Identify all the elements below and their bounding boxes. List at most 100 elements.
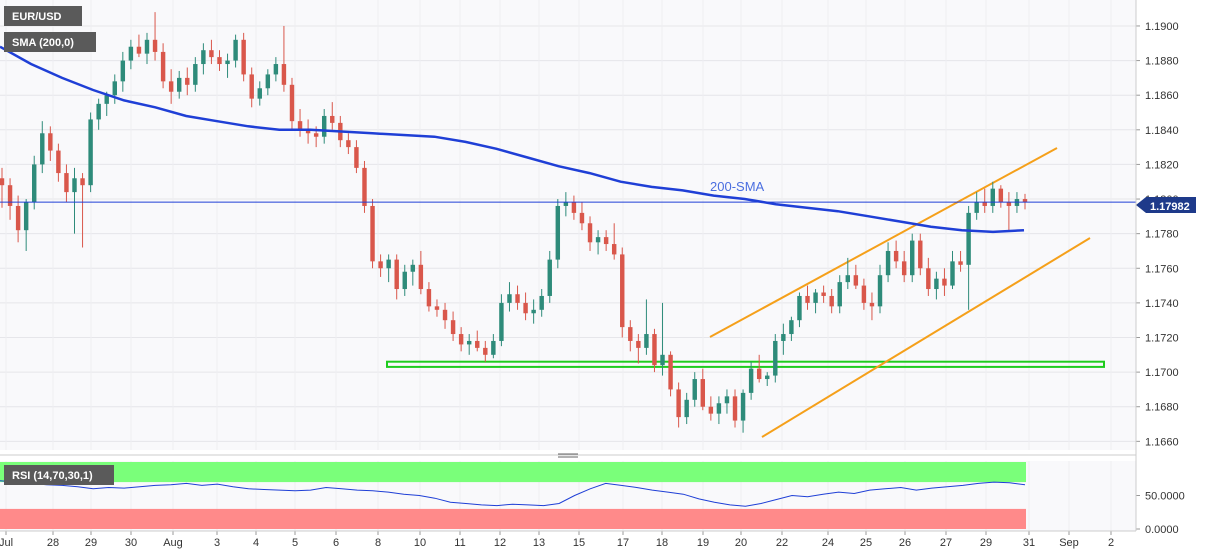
candle-body: [281, 64, 287, 85]
time-tick-label: 31: [1023, 537, 1035, 549]
candle-body: [144, 39, 150, 54]
candle-body: [531, 309, 536, 314]
candle-body: [523, 302, 528, 314]
time-tick-label: 29: [980, 537, 992, 549]
candle-body: [120, 60, 126, 82]
candle-body: [201, 50, 206, 65]
symbol-label: EUR/USD: [12, 11, 62, 23]
time-tick-label: 20: [735, 537, 747, 549]
candle-body: [40, 133, 45, 165]
candle-body: [15, 205, 21, 231]
time-tick-label: 3: [214, 537, 220, 549]
price-tick-label: 1.1760: [1145, 263, 1179, 275]
candlestick-series: [0, 12, 1028, 433]
candle-body: [837, 282, 842, 307]
time-tick-label: 13: [533, 537, 545, 549]
time-tick-label: Sep: [1059, 537, 1079, 549]
candle-body: [426, 289, 432, 307]
candle-body: [458, 334, 464, 345]
candle-body: [394, 259, 399, 290]
candle-body: [346, 140, 351, 148]
candle-body: [370, 205, 375, 262]
candle-body: [217, 57, 222, 65]
candle-body: [305, 129, 311, 134]
time-tick-label: 5: [292, 537, 298, 549]
candle-body: [1006, 202, 1012, 206]
last-price-label: 1.17982: [1150, 201, 1190, 213]
candle-body: [402, 271, 407, 290]
rsi-oversold-zone: [0, 508, 1026, 529]
candle-body: [611, 244, 617, 255]
y-axis-labels: 1.19001.18801.18601.18401.18201.18001.17…: [1136, 21, 1185, 536]
candle-body: [724, 396, 730, 404]
candle-body: [491, 340, 496, 355]
candle-body: [942, 278, 947, 286]
candle-body: [1022, 199, 1028, 203]
candle-body: [475, 340, 480, 348]
candle-body: [362, 167, 367, 206]
candle-body: [378, 261, 383, 269]
symbol-label-box: EUR/USD: [4, 6, 82, 26]
candle-body: [321, 115, 327, 137]
time-tick-label: 15: [573, 537, 585, 549]
time-tick-label: 17: [617, 537, 629, 549]
main-plot-background: [0, 0, 1136, 450]
time-tick-label: 28: [47, 537, 59, 549]
candle-body: [160, 51, 166, 82]
candle-body: [313, 133, 319, 137]
candle-body: [104, 95, 109, 104]
candle-body: [692, 379, 697, 400]
time-tick-label: 2: [1108, 537, 1114, 549]
candle-body: [732, 396, 738, 421]
candle-body: [555, 205, 561, 260]
candle-body: [128, 46, 134, 61]
candle-body: [676, 389, 681, 418]
candle-body: [225, 60, 230, 65]
rsi-label-box: RSI (14,70,30,1): [4, 465, 114, 485]
candle-body: [410, 264, 416, 272]
price-tick-label: 1.1660: [1145, 436, 1179, 448]
candle-body: [23, 202, 29, 231]
candle-body: [233, 39, 238, 61]
candle-body: [7, 185, 13, 206]
x-axis-labels: Jul 28 29 30 Aug 3 4 5 6 8 10 11 12 13 15 17 18 19 20 22 24 2…: [0, 531, 1114, 549]
candle-body: [72, 178, 77, 193]
candle-body: [193, 64, 198, 85]
candle-body: [168, 81, 174, 92]
candle-body: [0, 178, 5, 186]
price-tick-label: 1.1840: [1145, 125, 1179, 137]
candle-body: [434, 306, 440, 310]
time-tick-label: 12: [494, 537, 506, 549]
candle-body: [877, 275, 883, 307]
price-tick-label: 1.1880: [1145, 56, 1179, 68]
candle-body: [716, 403, 722, 414]
candle-body: [821, 292, 826, 296]
price-tick-label: 1.1680: [1145, 402, 1179, 414]
time-tick-label: 26: [899, 537, 911, 549]
candle-body: [684, 399, 689, 418]
price-tick-label: 1.1900: [1145, 21, 1179, 33]
rsi-tick-label: 0.0000: [1145, 524, 1179, 536]
candle-body: [982, 202, 987, 206]
price-tick-label: 1.1780: [1145, 229, 1179, 241]
candle-body: [136, 46, 142, 54]
candle-body: [483, 347, 488, 355]
time-tick-label: 22: [776, 537, 788, 549]
candle-body: [257, 88, 262, 99]
pane-drag-handle[interactable]: [558, 453, 578, 458]
rsi-line: [0, 480, 1026, 507]
candle-body: [507, 294, 512, 303]
time-tick-label: 11: [454, 537, 465, 549]
price-tick-label: 1.1820: [1145, 159, 1179, 171]
candle-body: [418, 264, 424, 290]
time-tick-label: Jul: [0, 537, 13, 549]
candle-body: [80, 178, 85, 186]
time-tick-label: 19: [697, 537, 709, 549]
candle-body: [297, 121, 303, 130]
candle-body: [974, 202, 979, 213]
candle-body: [998, 188, 1004, 203]
candle-body: [958, 261, 963, 265]
channel-upper-line: [709, 147, 1058, 338]
candle-body: [901, 261, 907, 276]
